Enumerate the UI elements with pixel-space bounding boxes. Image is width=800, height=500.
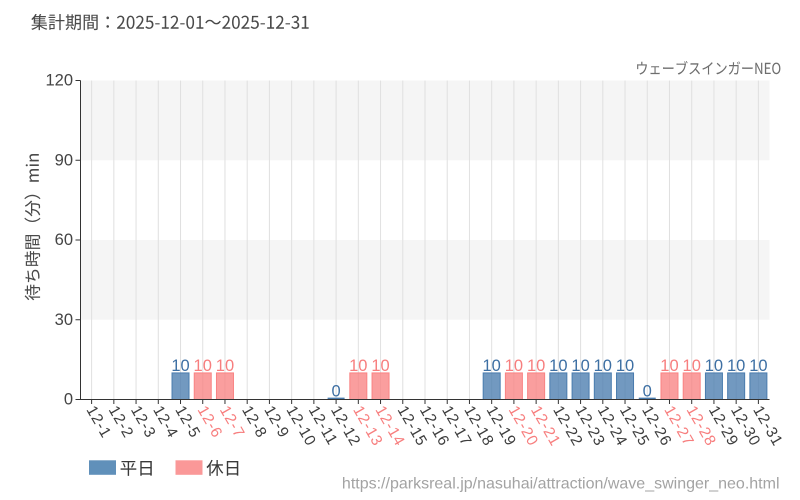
svg-text:10: 10 [683, 357, 701, 375]
svg-text:10: 10 [216, 357, 234, 375]
svg-text:10: 10 [749, 357, 767, 375]
svg-text:0: 0 [64, 391, 73, 409]
svg-text:10: 10 [549, 357, 567, 375]
svg-text:0: 0 [332, 382, 341, 400]
svg-text:0: 0 [643, 382, 652, 400]
svg-text:10: 10 [616, 357, 634, 375]
svg-text:10: 10 [594, 357, 612, 375]
svg-text:10: 10 [571, 357, 589, 375]
svg-text:10: 10 [371, 357, 389, 375]
svg-text:10: 10 [171, 357, 189, 375]
svg-text:90: 90 [55, 151, 73, 169]
svg-text:10: 10 [527, 357, 545, 375]
svg-text:10: 10 [349, 357, 367, 375]
svg-text:10: 10 [505, 357, 523, 375]
svg-text:30: 30 [55, 311, 73, 329]
svg-text:10: 10 [660, 357, 678, 375]
svg-text:120: 120 [45, 72, 73, 90]
svg-text:10: 10 [705, 357, 723, 375]
svg-text:https://parksreal.jp/nasuhai/a: https://parksreal.jp/nasuhai/attraction/… [342, 476, 780, 493]
svg-text:10: 10 [194, 357, 212, 375]
svg-text:60: 60 [55, 231, 73, 249]
svg-text:10: 10 [727, 357, 745, 375]
svg-text:10: 10 [483, 357, 501, 375]
